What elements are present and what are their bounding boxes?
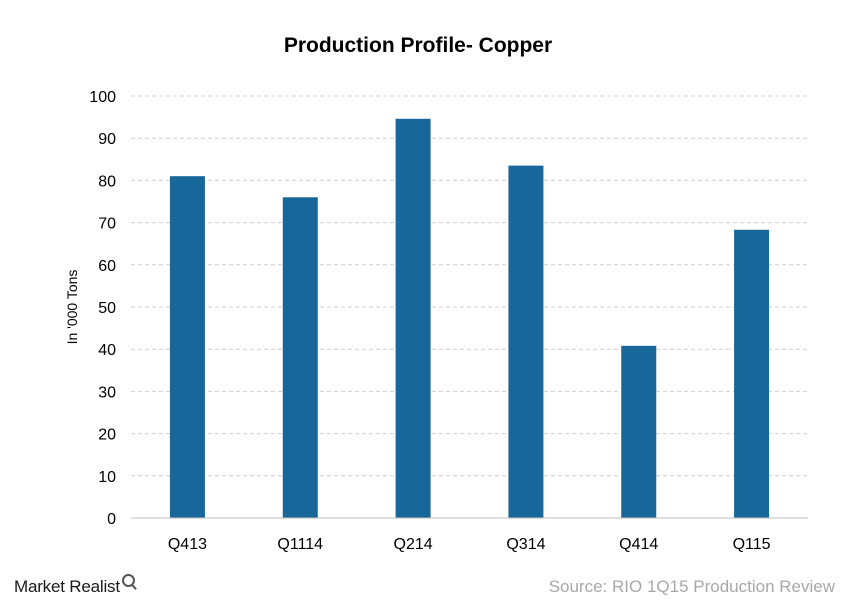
y-tick-label: 50 — [98, 300, 116, 317]
y-tick-label: 80 — [98, 173, 116, 190]
x-tick-label: Q414 — [619, 536, 658, 553]
x-tick-label: Q115 — [733, 536, 771, 553]
bar-q414 — [621, 345, 657, 518]
bar-chart: 0 10 20 30 40 50 60 70 80 90 100 Q413 Q1114 Q214 Q314… — [64, 89, 808, 553]
bar-q413 — [169, 176, 205, 518]
market-realist-logo: Market Realist — [14, 574, 135, 597]
y-tick-label: 60 — [98, 258, 116, 275]
y-tick-label: 90 — [98, 131, 116, 148]
x-tick-labels: Q413 Q1114 Q214 Q314 Q414 Q115 — [168, 536, 771, 553]
bar-q115 — [734, 229, 770, 519]
x-tick-label: Q314 — [506, 536, 545, 553]
y-tick-label: 70 — [98, 216, 116, 233]
y-tick-label: 20 — [98, 427, 116, 444]
magnifier-icon — [121, 574, 135, 587]
y-tick-label: 0 — [107, 511, 116, 528]
bar-q214 — [395, 118, 431, 519]
x-tick-label: Q214 — [394, 536, 433, 553]
gridlines — [131, 95, 808, 477]
x-tick-label: Q413 — [168, 536, 207, 553]
bars — [169, 118, 770, 519]
bar-q314 — [508, 165, 544, 518]
chart-title: Production Profile- Copper — [283, 34, 553, 57]
x-tick-label: Q1114 — [277, 536, 323, 553]
bar-q1114 — [282, 197, 318, 518]
logo-text: Market Realist — [14, 577, 120, 596]
y-tick-labels: 0 10 20 30 40 50 60 70 80 90 100 — [89, 89, 116, 528]
y-tick-label: 40 — [98, 342, 116, 359]
y-tick-label: 10 — [98, 469, 116, 486]
source-note: Source: RIO 1Q15 Production Review — [548, 577, 835, 596]
y-tick-label: 100 — [89, 89, 116, 106]
y-tick-label: 30 — [98, 384, 116, 401]
y-axis-label: In '000 Tons — [64, 270, 80, 345]
